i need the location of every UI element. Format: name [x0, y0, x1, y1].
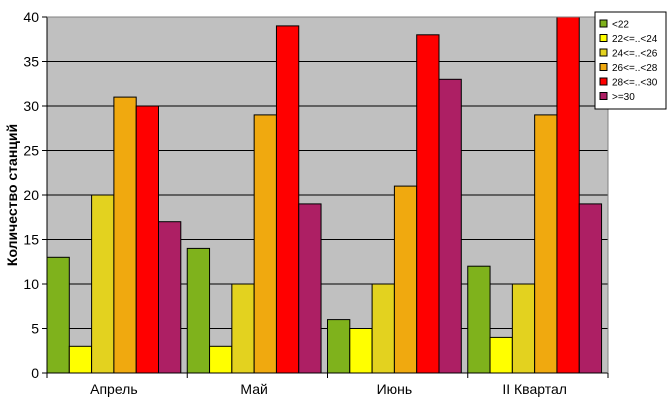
bar [275, 25, 300, 374]
y-tick-label: 40 [23, 9, 39, 25]
legend-swatch [599, 34, 608, 42]
bar [158, 221, 182, 374]
axes [42, 16, 609, 378]
legend-label: 26<=..<28 [612, 63, 658, 74]
bar [371, 283, 395, 374]
x-tick-label: II Квартал [502, 381, 567, 397]
y-tick-labels: 0 5 10 15 20 25 30 35 40 [23, 9, 39, 381]
bar [298, 203, 322, 374]
bar [68, 345, 93, 374]
legend-swatch [599, 19, 608, 28]
bar [534, 114, 558, 374]
bar [209, 345, 233, 374]
legend-label: 24<=..<26 [612, 49, 658, 60]
bar [438, 78, 462, 374]
y-tick-label: 15 [23, 232, 39, 248]
legend-label: <22 [612, 20, 629, 31]
bar [467, 265, 491, 374]
legend-box [594, 11, 667, 110]
y-tick-label: 5 [31, 321, 39, 337]
x-tick-label: Апрель [90, 381, 138, 397]
y-tick-label: 0 [31, 365, 39, 381]
legend: <22 22<=..<24 24<=..<26 26<=..<28 28<=..<30 >… [594, 11, 667, 110]
bar [91, 194, 115, 374]
bar [253, 114, 277, 374]
bar [186, 247, 211, 374]
x-tick-labels: Апрель Май Июнь II Квартал [90, 381, 567, 397]
bar [489, 336, 513, 374]
bar [578, 203, 603, 374]
legend-label: 22<=..<24 [612, 34, 658, 45]
bar [135, 105, 159, 374]
legend-swatch [599, 48, 608, 57]
x-tick-label: Май [240, 381, 267, 397]
y-axis-label: Количество станций [4, 124, 20, 266]
y-tick-label: 20 [23, 187, 39, 203]
x-tick-label: Июнь [377, 381, 413, 397]
bar [556, 16, 580, 374]
legend-label: >=30 [612, 92, 635, 103]
bar [327, 319, 351, 374]
bar [349, 328, 373, 374]
bar [416, 34, 440, 374]
bar [511, 283, 536, 374]
y-tick-label: 30 [23, 98, 39, 114]
legend-swatch [599, 92, 608, 100]
bar [46, 256, 70, 374]
legend-swatch [599, 77, 608, 86]
y-tick-label: 10 [23, 276, 39, 292]
legend-label: 28<=..<30 [612, 78, 658, 89]
y-tick-label: 35 [23, 54, 39, 70]
y-tick-label: 25 [23, 143, 39, 159]
bar [393, 185, 418, 374]
bar [231, 283, 255, 374]
legend-swatch [599, 63, 608, 71]
bar [113, 96, 137, 374]
